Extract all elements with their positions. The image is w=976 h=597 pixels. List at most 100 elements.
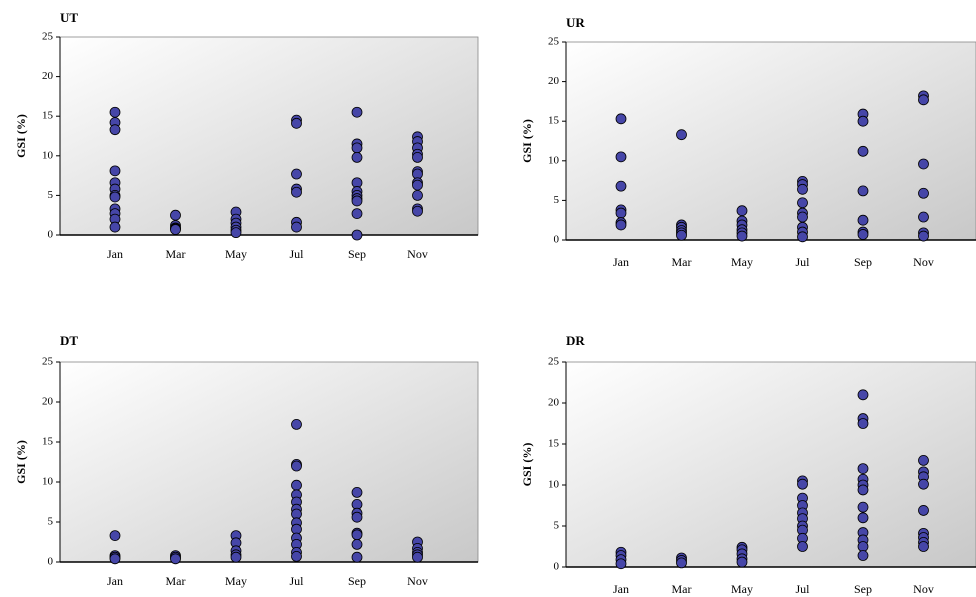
y-axis-label: GSI (%): [520, 119, 534, 163]
point: [351, 151, 363, 163]
point: [615, 207, 627, 219]
x-tick-label: Sep: [348, 574, 366, 588]
point: [109, 553, 121, 565]
y-tick-label: 0: [554, 561, 560, 573]
point: [351, 208, 363, 220]
x-tick-label: May: [731, 582, 753, 596]
point: [797, 211, 808, 223]
point: [857, 550, 869, 561]
point: [676, 229, 687, 241]
point: [351, 511, 363, 523]
y-axis-label: GSI (%): [520, 443, 534, 487]
panel: UT GSI (%) 0 5 10 15 20 25 Jan Mar May Jul Sep Nov: [14, 10, 479, 261]
point: [109, 221, 121, 233]
point: [918, 158, 929, 170]
point: [615, 151, 627, 163]
point: [109, 165, 121, 177]
point: [412, 189, 423, 201]
point: [857, 484, 869, 496]
y-tick-label: 25: [42, 31, 54, 43]
chart-title: UT: [60, 10, 78, 25]
y-tick-label: 25: [548, 36, 560, 48]
x-tick-label: Jan: [107, 247, 123, 261]
point: [615, 219, 627, 231]
point: [230, 227, 242, 239]
y-tick-label: 15: [548, 438, 560, 450]
y-tick-label: 5: [554, 520, 560, 532]
x-tick-label: Mar: [672, 582, 692, 596]
y-tick-label: 25: [42, 356, 54, 368]
point: [615, 558, 627, 570]
point: [615, 113, 627, 125]
x-tick-label: Jul: [289, 574, 304, 588]
point: [857, 418, 869, 429]
point: [918, 94, 929, 106]
x-tick-label: Sep: [854, 582, 872, 596]
x-tick-label: Sep: [854, 255, 872, 269]
x-tick-label: Nov: [913, 582, 934, 596]
point: [351, 529, 363, 541]
x-tick-label: Mar: [672, 255, 692, 269]
point: [351, 229, 363, 241]
point: [857, 541, 869, 552]
y-tick-label: 5: [48, 516, 54, 528]
chart-title: UR: [566, 15, 585, 30]
point: [412, 551, 423, 563]
point: [170, 209, 181, 221]
x-tick-label: Sep: [348, 247, 366, 261]
y-tick-label: 20: [548, 397, 560, 409]
y-tick-label: 15: [548, 115, 560, 127]
y-tick-label: 15: [42, 110, 54, 122]
y-axis-label: GSI (%): [14, 440, 28, 484]
point: [918, 478, 929, 490]
y-tick-label: 20: [42, 70, 54, 82]
y-tick-label: 0: [48, 229, 54, 241]
y-axis-label: GSI (%): [14, 114, 28, 158]
chart-title: DR: [566, 333, 585, 348]
point: [797, 541, 808, 552]
panel: UR GSI (%) 0 5 10 15 20 25 Jan Mar May Jul Sep Nov: [520, 15, 976, 269]
point: [351, 539, 363, 550]
x-tick-label: May: [225, 574, 247, 588]
point: [412, 205, 423, 217]
chart-title: DT: [60, 333, 78, 348]
panel: DT GSI (%) 0 5 10 15 20 25 Jan Mar May Jul Sep Nov: [14, 333, 479, 588]
point: [857, 389, 869, 401]
y-tick-label: 20: [548, 75, 560, 87]
plot-area: [565, 361, 976, 568]
x-tick-label: May: [731, 255, 753, 269]
point: [857, 214, 869, 226]
point: [857, 185, 869, 197]
x-tick-label: Jan: [613, 582, 629, 596]
point: [412, 179, 423, 191]
point: [291, 117, 302, 129]
point: [291, 418, 302, 430]
point: [797, 183, 808, 195]
point: [797, 478, 808, 490]
point: [291, 186, 302, 198]
point: [857, 463, 869, 475]
point: [351, 142, 363, 154]
plot-area: [565, 41, 976, 241]
y-tick-label: 20: [42, 396, 54, 408]
point: [918, 505, 929, 516]
point: [918, 541, 929, 552]
y-tick-label: 15: [42, 436, 54, 448]
x-tick-label: May: [225, 247, 247, 261]
point: [615, 180, 627, 192]
y-tick-label: 10: [42, 149, 54, 161]
plot-area: [59, 361, 479, 563]
y-tick-label: 0: [48, 556, 54, 568]
point: [291, 551, 302, 562]
x-tick-label: Jan: [107, 574, 123, 588]
point: [351, 195, 363, 207]
point: [857, 115, 869, 127]
y-tick-label: 10: [548, 154, 560, 166]
point: [918, 230, 929, 242]
point: [797, 197, 808, 209]
point: [291, 221, 302, 233]
point: [676, 129, 687, 141]
plot-area: [59, 36, 479, 236]
point: [230, 551, 242, 563]
